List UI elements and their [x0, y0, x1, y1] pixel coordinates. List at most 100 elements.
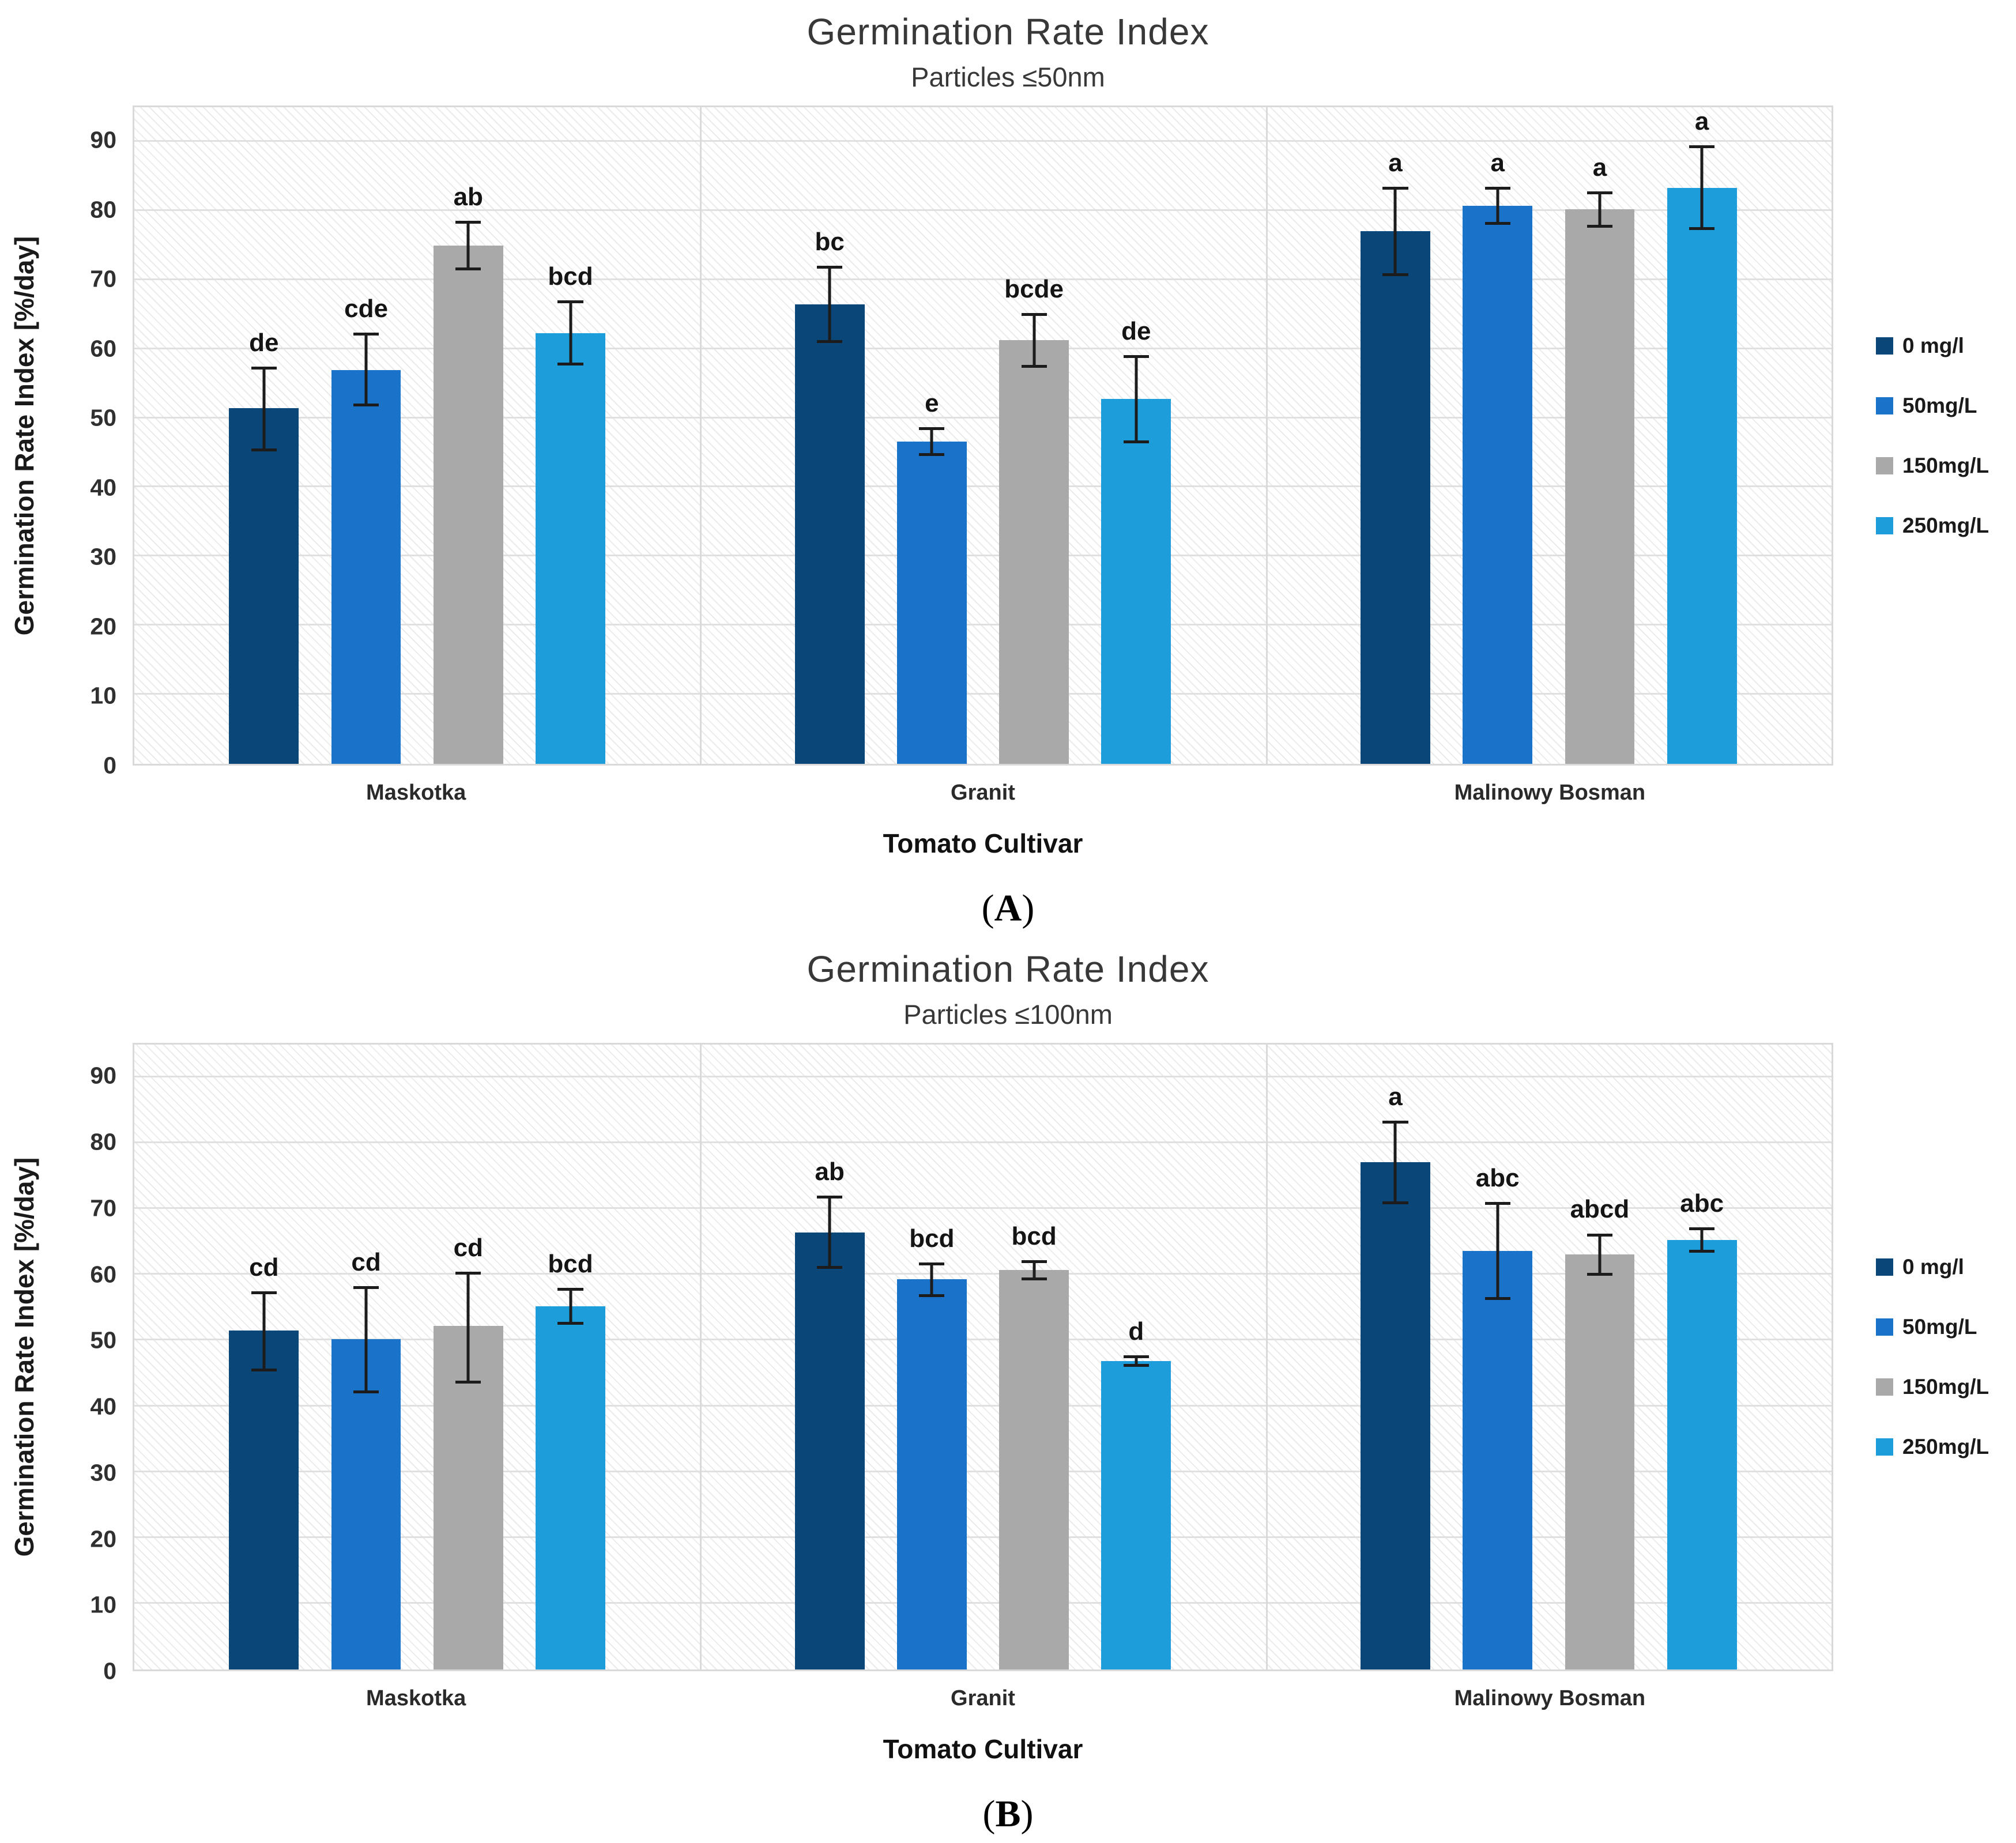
error-bar-cap-top [919, 427, 945, 431]
error-bar-cap-bottom [353, 1390, 379, 1393]
error-bar-line [569, 300, 572, 366]
x-axis-title-row: Tomato Cultivar [0, 1718, 2016, 1765]
gridline [134, 1207, 1832, 1209]
y-axis-ticks: 0 10 20 30 40 50 60 70 80 90 [48, 105, 133, 779]
bar [1361, 231, 1430, 764]
significance-letter: bc [815, 227, 845, 256]
significance-letter: abc [1680, 1189, 1724, 1218]
y-tick-label: 70 [90, 265, 116, 292]
error-bar-line [1700, 145, 1704, 231]
y-tick-label: 40 [90, 474, 116, 501]
chart-body: Germination Rate Index [%/day] 0 10 20 30 40… [0, 105, 2016, 779]
bar [331, 370, 401, 764]
y-tick-label: 10 [90, 682, 116, 709]
legend-label: 50mg/L [1902, 1315, 1977, 1339]
bar [794, 304, 865, 764]
bar [897, 442, 967, 764]
gridline [134, 1076, 1832, 1078]
error-bar-cap-top [1484, 186, 1510, 190]
error-bar [1021, 313, 1047, 368]
bar [1667, 1239, 1737, 1669]
error-bar-cap-top [251, 1291, 277, 1294]
category-label: Granit [951, 1686, 1015, 1710]
chart-subtitle: Particles ≤100nm [903, 999, 1113, 1030]
error-bar-line [1598, 1233, 1602, 1276]
significance-letter: bcd [548, 262, 593, 291]
y-axis-title: Germination Rate Index [%/day] [9, 1157, 39, 1557]
paren-close: ) [1022, 887, 1035, 929]
gridline [134, 624, 1832, 626]
bar [1101, 398, 1171, 764]
error-bar-line [930, 427, 933, 457]
legend-label: 0 mg/l [1902, 333, 1964, 357]
gridline [134, 209, 1832, 211]
error-bar [817, 1196, 843, 1269]
error-bar-line [466, 1271, 470, 1384]
error-bar-cap-top [455, 220, 481, 224]
legend-swatch-icon [1876, 1258, 1893, 1276]
error-bar [817, 265, 843, 343]
error-bar-cap-top [455, 1271, 481, 1275]
error-bar-cap-top [353, 332, 379, 336]
significance-letter: a [1490, 148, 1505, 177]
error-bar [455, 220, 481, 270]
gridline [134, 1601, 1832, 1604]
legend-item: 250mg/L [1876, 1435, 1989, 1459]
significance-letter: abc [1475, 1163, 1520, 1192]
category-axis-row: Maskotka Granit Malinowy Bosman [0, 766, 2016, 813]
error-bar-cap-bottom [353, 404, 379, 407]
y-tick-label: 30 [90, 1459, 116, 1486]
error-bar [353, 1286, 379, 1393]
legend: 0 mg/l 50mg/L 150mg/L 250mg/L [1833, 1255, 1989, 1459]
error-bar-cap-bottom [817, 1266, 843, 1269]
error-bar [1382, 186, 1408, 276]
significance-letter: e [925, 389, 939, 418]
significance-letter: bcd [548, 1250, 593, 1279]
error-bar-line [1496, 186, 1499, 225]
error-bar-cap-top [251, 366, 277, 370]
category-label: Malinowy Bosman [1454, 781, 1646, 805]
error-bar-cap-top [353, 1286, 379, 1289]
error-bar-cap-top [1021, 1260, 1047, 1264]
error-bar-cap-top [817, 265, 843, 269]
legend-item: 0 mg/l [1876, 1255, 1989, 1279]
significance-letter: de [1121, 317, 1151, 346]
bar [331, 1339, 401, 1669]
error-bar-cap-bottom [1689, 227, 1715, 231]
error-bar-line [364, 1286, 368, 1393]
error-bar-cap-bottom [1382, 1201, 1408, 1205]
error-bar-cap-top [1587, 191, 1613, 195]
y-tick-label: 30 [90, 543, 116, 570]
significance-letter: abcd [1570, 1195, 1630, 1224]
error-bar [1587, 1233, 1613, 1276]
bar [1463, 206, 1533, 764]
error-bar-line [1598, 191, 1602, 228]
chart-title: Germination Rate Index [807, 948, 1209, 990]
legend-label: 50mg/L [1902, 393, 1977, 417]
legend-swatch-icon [1876, 1318, 1893, 1336]
error-bar [1123, 1355, 1149, 1367]
error-bar-line [1393, 186, 1397, 276]
significance-letter: cd [249, 1253, 279, 1282]
y-tick-label: 0 [103, 1657, 116, 1684]
gridline [134, 140, 1832, 142]
error-bar [1484, 1201, 1510, 1300]
error-bar-line [262, 366, 266, 452]
category-label: Maskotka [366, 781, 466, 805]
bar [229, 1331, 299, 1669]
error-bar-cap-bottom [1382, 273, 1408, 276]
panel-letter-a: (A) [0, 887, 2016, 930]
category-axis-row: Maskotka Granit Malinowy Bosman [0, 1671, 2016, 1718]
error-bar-cap-bottom [557, 363, 583, 366]
error-bar-line [1033, 1260, 1036, 1280]
error-bar-cap-bottom [251, 448, 277, 452]
chart-panel-b: Germination Rate Index Particles ≤100nm … [0, 930, 2016, 1836]
legend-swatch-icon [1876, 1438, 1893, 1456]
gridline [134, 416, 1832, 419]
y-tick-label: 0 [103, 752, 116, 779]
error-bar-line [1135, 1355, 1138, 1367]
error-bar [557, 1288, 583, 1325]
y-tick-label: 90 [90, 1062, 116, 1089]
y-axis-ticks: 0 10 20 30 40 50 60 70 80 90 [48, 1043, 133, 1684]
category-separator [1265, 107, 1268, 764]
